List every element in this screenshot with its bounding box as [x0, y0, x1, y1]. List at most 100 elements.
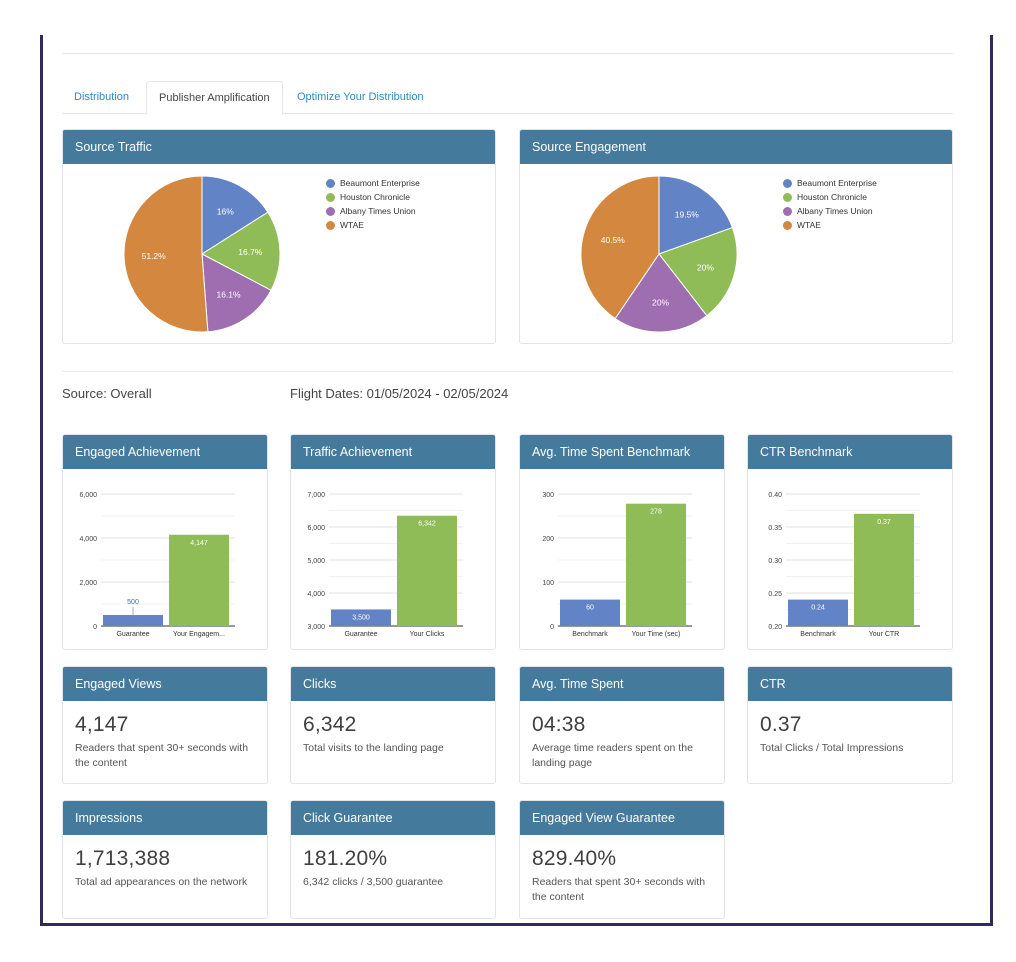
legend-label: WTAE — [797, 220, 821, 230]
pie-slice-label: 40.5% — [601, 235, 626, 245]
tab-bar: Distribution Publisher Amplification Opt… — [62, 81, 953, 115]
kpi-description: Total visits to the landing page — [303, 742, 444, 754]
kpi-value: 0.37 — [760, 713, 802, 736]
legend-swatch-icon — [783, 192, 792, 202]
pie-slice-wtae — [580, 175, 660, 320]
bar-benchmark — [560, 599, 620, 626]
panel-title: Traffic Achievement — [291, 435, 495, 469]
ctr-benchmark-panel: CTR Benchmark 0.20 0.25 0.30 0.35 0.40 0.24 Be… — [747, 434, 953, 650]
y-tick-label: 3,000 — [307, 624, 325, 631]
source-engagement-pie-chart: 19.5% 20% 20% 40.5% — [580, 175, 738, 333]
legend-swatch-icon — [326, 178, 335, 188]
legend-swatch-icon — [326, 220, 335, 230]
kpi-description: 6,342 clicks / 3,500 guarantee — [303, 876, 444, 888]
x-tick-label: Benchmark — [800, 631, 836, 638]
panel-title: Avg. Time Spent Benchmark — [520, 435, 724, 469]
y-tick-label: 0.30 — [768, 558, 782, 565]
ctr-benchmark-bar-chart: 0.20 0.25 0.30 0.35 0.40 0.24 Benchmark 0.37 You… — [768, 492, 920, 638]
engaged-achievement-panel: Engaged Achievement 0 2,000 4,000 6,000 500 G… — [62, 434, 268, 650]
legend-item: Albany Times Union — [326, 204, 420, 218]
x-tick-label: Guarantee — [116, 631, 149, 638]
pie-slice-albany-times-union — [614, 253, 708, 333]
bar-your-ctr — [854, 513, 914, 626]
tab-distribution[interactable]: Distribution — [74, 91, 130, 103]
bar-value-label: 0.24 — [811, 605, 825, 612]
y-tick-label: 7,000 — [307, 492, 325, 499]
kpi-title: Engaged View Guarantee — [520, 801, 724, 835]
y-tick-label: 4,000 — [79, 536, 97, 543]
y-tick-label: 2,000 — [79, 580, 97, 587]
legend-item: Albany Times Union — [783, 204, 877, 218]
pie-slice-houston-chronicle — [201, 211, 281, 291]
pie-slice-wtae — [123, 175, 209, 333]
bar-value-label: 60 — [586, 605, 594, 612]
chart-legend: Beaumont Enterprise Houston Chronicle Al… — [326, 176, 420, 232]
x-tick-label: Benchmark — [572, 631, 608, 638]
pie-slice-houston-chronicle — [658, 226, 738, 317]
legend-label: Beaumont Enterprise — [340, 178, 420, 188]
y-tick-label: 0.40 — [768, 492, 782, 499]
kpi-title: Engaged Views — [63, 667, 267, 701]
bar-guarantee — [103, 615, 163, 626]
y-tick-label: 6,000 — [307, 525, 325, 532]
source-engagement-panel: Source Engagement 19.5% 20% 20% 40.5% Beaum… — [519, 129, 953, 344]
kpi-card-ctr: CTR 0.37 Total Clicks / Total Impression… — [747, 666, 953, 784]
kpi-title: Avg. Time Spent — [520, 667, 724, 701]
y-tick-label: 100 — [542, 580, 554, 587]
bar-value-label: 500 — [127, 599, 139, 606]
tab-publisher-amplification[interactable]: Publisher Amplification — [146, 81, 283, 115]
kpi-card-avg-time-spent: Avg. Time Spent 04:38 Average time reade… — [519, 666, 725, 784]
kpi-description: Average time readers spent on the landin… — [532, 742, 693, 769]
y-tick-label: 0.25 — [768, 591, 782, 598]
kpi-value: 4,147 — [75, 713, 129, 736]
source-traffic-panel: Source Traffic 16% 16.7% 16.1% 51.2% Beaumo… — [62, 129, 496, 344]
kpi-description: Total ad appearances on the network — [75, 876, 248, 888]
kpi-value: 181.20% — [303, 847, 388, 870]
bar-value-label: 278 — [650, 509, 662, 516]
y-tick-label: 6,000 — [79, 492, 97, 499]
y-tick-label: 200 — [542, 536, 554, 543]
legend-item: WTAE — [326, 218, 420, 232]
legend-item: WTAE — [783, 218, 877, 232]
tab-optimize-your-distribution[interactable]: Optimize Your Distribution — [297, 91, 424, 103]
kpi-description: Total Clicks / Total Impressions — [760, 742, 904, 754]
legend-item: Houston Chronicle — [326, 190, 420, 204]
divider — [62, 53, 953, 54]
legend-swatch-icon — [783, 220, 792, 230]
x-tick-label: Your Clicks — [410, 631, 445, 638]
x-tick-label: Your CTR — [869, 631, 899, 638]
bar-your-clicks — [397, 515, 457, 626]
panel-title: Source Traffic — [63, 130, 495, 164]
legend-label: Houston Chronicle — [797, 192, 867, 202]
source-traffic-pie-chart: 16% 16.7% 16.1% 51.2% — [123, 175, 281, 333]
y-tick-label: 300 — [542, 492, 554, 499]
kpi-card-engaged-views: Engaged Views 4,147 Readers that spent 3… — [62, 666, 268, 784]
bar-value-label: 3,500 — [352, 615, 370, 622]
kpi-title: Clicks — [291, 667, 495, 701]
bar-value-label: 6,342 — [418, 521, 436, 528]
y-tick-label: 5,000 — [307, 558, 325, 565]
kpi-value: 829.40% — [532, 847, 617, 870]
pie-slice-label: 19.5% — [675, 209, 700, 219]
bar-your-time-sec — [626, 503, 686, 626]
kpi-value: 6,342 — [303, 713, 357, 736]
pie-slice-label: 51.2% — [142, 251, 167, 261]
y-tick-label: 0.35 — [768, 525, 782, 532]
legend-swatch-icon — [326, 192, 335, 202]
pie-slice-beaumont-enterprise — [201, 175, 269, 255]
pie-slice-label: 16.1% — [216, 289, 241, 299]
traffic-achievement-bar-chart: 3,000 4,000 5,000 6,000 7,000 3,500 Guarantee 6… — [307, 492, 463, 638]
bar-benchmark — [788, 599, 848, 626]
panel-title: Engaged Achievement — [63, 435, 267, 469]
chart-legend: Beaumont Enterprise Houston Chronicle Al… — [783, 176, 877, 232]
bar-value-label: 0.37 — [877, 519, 891, 526]
legend-swatch-icon — [783, 206, 792, 216]
kpi-title: CTR — [748, 667, 952, 701]
bar-value-label: 4,147 — [190, 540, 208, 547]
kpi-card-engaged-view-guarantee: Engaged View Guarantee 829.40% Readers t… — [519, 800, 725, 919]
kpi-value: 04:38 — [532, 713, 586, 736]
y-tick-label: 0 — [93, 624, 97, 631]
legend-item: Houston Chronicle — [783, 190, 877, 204]
pie-slice-beaumont-enterprise — [658, 175, 734, 255]
legend-swatch-icon — [326, 206, 335, 216]
